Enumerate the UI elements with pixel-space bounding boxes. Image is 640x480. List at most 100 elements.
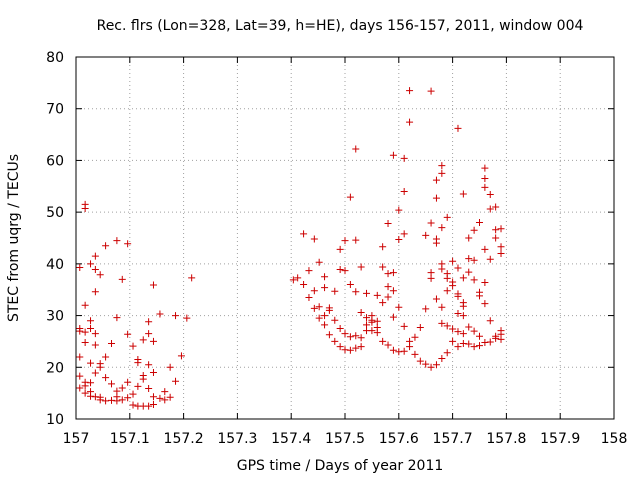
data-point: [438, 162, 446, 170]
data-point: [470, 343, 478, 351]
data-point: [183, 314, 191, 322]
x-tick-label: 157.2: [164, 431, 204, 447]
data-point: [438, 319, 446, 327]
data-point: [438, 169, 446, 177]
data-point: [449, 257, 457, 265]
data-point: [352, 236, 360, 244]
data-point: [124, 378, 132, 386]
data-point: [406, 87, 414, 95]
data-point: [129, 390, 137, 398]
data-point: [384, 293, 392, 301]
data-point: [341, 330, 349, 338]
data-point: [357, 263, 365, 271]
data-point: [108, 396, 116, 404]
data-point: [492, 226, 500, 234]
data-point: [96, 363, 104, 371]
data-point: [108, 339, 116, 347]
data-point: [134, 382, 142, 390]
data-point: [389, 269, 397, 277]
data-point: [81, 205, 89, 213]
data-point: [481, 175, 489, 183]
data-point: [172, 312, 180, 320]
data-point: [76, 263, 84, 271]
data-point: [400, 154, 408, 162]
data-point: [149, 401, 157, 409]
data-points: [76, 87, 505, 410]
data-point: [368, 327, 376, 335]
data-point: [294, 274, 302, 282]
chart-title: Rec. flrs (Lon=328, Lat=39, h=HE), days …: [97, 18, 584, 34]
data-point: [81, 382, 89, 390]
data-point: [336, 266, 344, 274]
data-point: [470, 327, 478, 335]
grid-layer: [76, 57, 614, 419]
data-point: [427, 363, 435, 371]
data-point: [305, 267, 313, 275]
data-point: [432, 194, 440, 202]
data-point: [470, 276, 478, 284]
data-point: [470, 226, 478, 234]
data-point: [443, 349, 451, 357]
x-tick-label: 157.5: [325, 431, 365, 447]
y-tick-label: 40: [46, 257, 64, 273]
data-point: [325, 331, 333, 339]
x-tick-label: 157.4: [271, 431, 311, 447]
x-tick-label: 157: [63, 431, 90, 447]
data-point: [427, 219, 435, 227]
data-point: [81, 389, 89, 397]
data-point: [384, 220, 392, 228]
data-point: [492, 234, 500, 242]
data-point: [411, 350, 419, 358]
data-point: [315, 303, 323, 311]
x-tick-label: 157.9: [540, 431, 580, 447]
data-point: [118, 396, 126, 404]
data-point: [481, 245, 489, 253]
data-point: [124, 240, 132, 248]
data-point: [411, 333, 419, 341]
data-point: [476, 342, 483, 350]
data-point: [149, 281, 157, 289]
data-point: [395, 348, 403, 356]
data-point: [427, 87, 435, 95]
data-point: [357, 343, 365, 351]
data-point: [459, 339, 467, 347]
x-tick-label: 157.6: [379, 431, 419, 447]
data-point: [331, 287, 339, 295]
data-point: [400, 230, 408, 238]
data-point: [76, 353, 84, 361]
data-point: [454, 343, 462, 351]
data-point: [465, 340, 473, 348]
data-point: [454, 328, 462, 336]
data-point: [341, 237, 349, 245]
data-point: [124, 330, 132, 338]
data-point: [443, 322, 451, 330]
data-point: [379, 299, 387, 307]
data-point: [379, 243, 387, 251]
data-point: [113, 314, 121, 322]
data-point: [91, 288, 99, 296]
y-tick-label: 30: [46, 309, 64, 325]
data-point: [459, 302, 467, 310]
data-point: [310, 304, 318, 312]
data-point: [149, 368, 157, 376]
tick-layer: 157 157.1 157.2 157.3 157.4 157.5 157.6 157.7 15…: [46, 50, 627, 447]
data-point: [454, 264, 462, 272]
data-point: [465, 255, 473, 263]
data-point: [172, 377, 180, 385]
data-point: [325, 306, 333, 314]
data-point: [497, 225, 505, 233]
data-point: [432, 176, 440, 184]
data-point: [438, 265, 446, 273]
data-point: [321, 273, 329, 281]
data-point: [432, 295, 440, 303]
data-point: [315, 258, 323, 266]
y-tick-label: 70: [46, 102, 64, 118]
data-point: [497, 335, 505, 343]
data-point: [300, 230, 308, 238]
data-point: [400, 187, 408, 195]
data-point: [373, 329, 381, 337]
data-point: [156, 394, 164, 402]
data-point: [124, 394, 132, 402]
data-point: [465, 234, 473, 242]
data-point: [389, 151, 397, 159]
